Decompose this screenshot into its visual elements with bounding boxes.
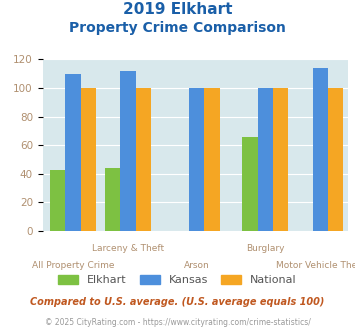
Text: Burglary: Burglary xyxy=(246,244,285,253)
Text: 2019 Elkhart: 2019 Elkhart xyxy=(123,2,232,16)
Bar xyxy=(328,88,344,231)
Bar xyxy=(189,88,204,231)
Legend: Elkhart, Kansas, National: Elkhart, Kansas, National xyxy=(58,275,297,285)
Bar xyxy=(105,168,120,231)
Bar xyxy=(242,137,258,231)
Bar xyxy=(81,88,96,231)
Text: Property Crime Comparison: Property Crime Comparison xyxy=(69,21,286,35)
Text: All Property Crime: All Property Crime xyxy=(32,261,114,270)
Bar xyxy=(258,88,273,231)
Bar xyxy=(120,71,136,231)
Bar xyxy=(136,88,151,231)
Text: Compared to U.S. average. (U.S. average equals 100): Compared to U.S. average. (U.S. average … xyxy=(30,297,325,307)
Bar xyxy=(204,88,220,231)
Bar xyxy=(65,74,81,231)
Text: © 2025 CityRating.com - https://www.cityrating.com/crime-statistics/: © 2025 CityRating.com - https://www.city… xyxy=(45,318,310,327)
Text: Arson: Arson xyxy=(184,261,209,270)
Bar xyxy=(50,170,65,231)
Text: Larceny & Theft: Larceny & Theft xyxy=(92,244,164,253)
Bar xyxy=(273,88,289,231)
Text: Motor Vehicle Theft: Motor Vehicle Theft xyxy=(277,261,355,270)
Bar xyxy=(313,68,328,231)
